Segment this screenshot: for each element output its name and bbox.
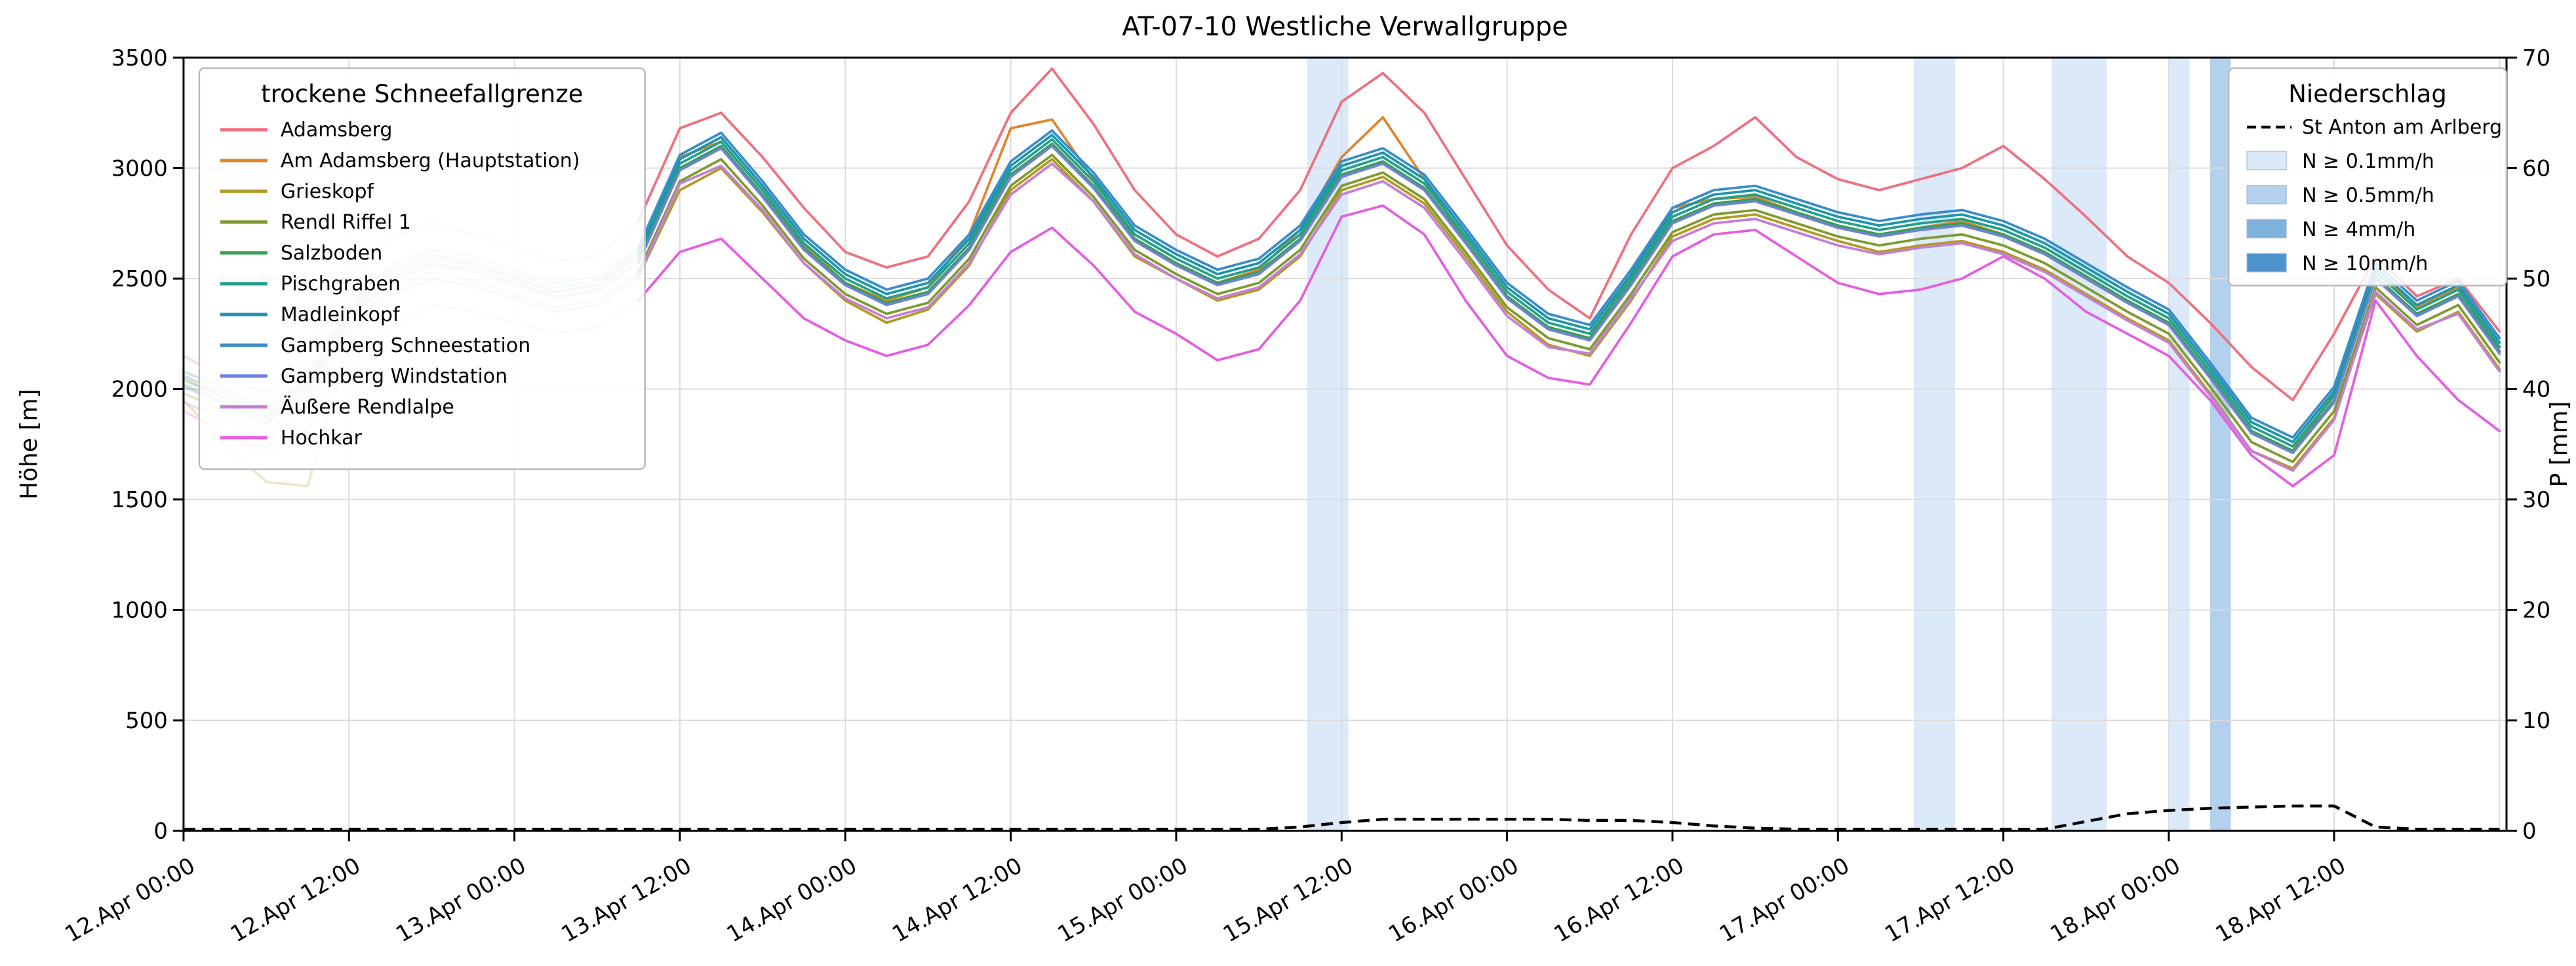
series-line-gampberg-windstation — [637, 144, 2501, 455]
x-tick-label: 17.Apr 00:00 — [1715, 853, 1854, 948]
y-left-tick-label: 1500 — [111, 487, 167, 513]
legend-item-gampberg-windstation: Gampberg Windstation — [281, 365, 507, 388]
x-tick-label: 16.Apr 12:00 — [1550, 853, 1689, 948]
precip-line-layer — [183, 804, 2500, 831]
x-tick-label: 12.Apr 12:00 — [226, 853, 365, 948]
legend-item-äußere-rendlalpe: Äußere Rendlalpe — [281, 395, 454, 419]
series-line-hochkar — [637, 204, 2501, 488]
legend-snowline-box — [198, 67, 646, 471]
precip-band-3 — [2168, 57, 2190, 831]
precip-bands-layer — [1307, 57, 2231, 831]
x-tick-label: 16.Apr 00:00 — [1384, 853, 1523, 948]
series-line-salzboden — [637, 142, 2501, 452]
y-left-tick-label: 1000 — [111, 598, 167, 624]
x-tick-label: 13.Apr 12:00 — [557, 853, 696, 948]
y-left-tick-label: 3000 — [111, 156, 167, 182]
x-tick-label: 12.Apr 00:00 — [61, 853, 200, 948]
precip-band-2 — [2051, 57, 2107, 831]
legend-item-station: St Anton am Arlberg — [2302, 116, 2502, 139]
series-line-pischgraben — [637, 138, 2501, 448]
x-tick-label: 18.Apr 00:00 — [2046, 853, 2185, 948]
x-tick-label: 14.Apr 12:00 — [888, 853, 1027, 948]
x-tick-label: 18.Apr 12:00 — [2211, 853, 2350, 948]
precip-line — [183, 804, 2500, 831]
series-line-äußere-rendlalpe — [637, 162, 2501, 473]
legend-item-adamsberg: Adamsberg — [281, 119, 393, 142]
y-right-tick-label: 50 — [2522, 266, 2550, 292]
legend-precip: Niederschlag St Anton am Arlberg N ≥ 0.1mm… — [2227, 67, 2508, 287]
legend-item-rendl-riffel-1: Rendl Riffel 1 — [281, 211, 411, 234]
legend-snowline: trockene Schneefallgrenze Adamsberg Am Ada… — [198, 67, 646, 471]
legend-swatch-level-0 — [2246, 151, 2287, 170]
legend-precip-title: Niederschlag — [2288, 80, 2447, 108]
y-right-tick-label: 60 — [2522, 156, 2550, 182]
y-left-tick-label: 500 — [125, 708, 168, 734]
legend-swatch-level-1 — [2246, 185, 2287, 204]
series-line-rendl-riffel-1 — [637, 153, 2501, 463]
legend-snowline-title: trockene Schneefallgrenze — [261, 80, 583, 108]
y-left-tick-label: 0 — [153, 819, 168, 845]
legend-item-level-2: N ≥ 4mm/h — [2302, 218, 2415, 241]
y-right-tick-label: 30 — [2522, 487, 2550, 513]
legend-item-grieskopf: Grieskopf — [281, 180, 375, 203]
x-tick-label: 15.Apr 00:00 — [1054, 853, 1193, 948]
y-right-tick-label: 0 — [2522, 819, 2537, 845]
legend-item-am-adamsberg-hauptstation: Am Adamsberg (Hauptstation) — [281, 149, 580, 172]
right-axis-label: P [mm] — [2546, 401, 2573, 487]
chart-title: AT-07-10 Westliche Verwallgruppe — [1122, 12, 1568, 42]
legend-item-salzboden: Salzboden — [281, 242, 382, 265]
legend-item-level-0: N ≥ 0.1mm/h — [2302, 150, 2434, 173]
legend-precip-box — [2227, 67, 2508, 287]
legend-item-madleinkopf: Madleinkopf — [281, 303, 401, 326]
y-right-tick-label: 70 — [2522, 45, 2550, 71]
x-tick-label: 14.Apr 00:00 — [723, 853, 862, 948]
legend-swatch-level-3 — [2246, 253, 2287, 273]
y-right-tick-label: 20 — [2522, 598, 2550, 624]
y-right-tick-label: 10 — [2522, 708, 2550, 734]
y-right-tick-label: 40 — [2522, 377, 2550, 403]
y-left-tick-label: 3500 — [111, 45, 167, 71]
x-tick-label: 13.Apr 00:00 — [391, 853, 530, 948]
series-line-gampberg-schneestation — [637, 129, 2501, 439]
series-line-madleinkopf — [637, 134, 2501, 444]
legend-item-level-1: N ≥ 0.5mm/h — [2302, 184, 2434, 207]
left-axis-label: Höhe [m] — [16, 389, 43, 500]
legend-item-gampberg-schneestation: Gampberg Schneestation — [281, 334, 530, 357]
y-left-tick-label: 2000 — [111, 377, 167, 403]
x-tick-label: 15.Apr 12:00 — [1219, 853, 1358, 948]
precip-band-1 — [1913, 57, 1955, 831]
precip-band-4 — [2209, 57, 2231, 831]
x-tick-label: 17.Apr 12:00 — [1880, 853, 2019, 948]
plot-border — [182, 56, 2508, 832]
y-left-tick-label: 2500 — [111, 266, 167, 292]
legend-item-pischgraben: Pischgraben — [281, 273, 401, 296]
legend-item-level-3: N ≥ 10mm/h — [2302, 252, 2428, 275]
legend-item-hochkar: Hochkar — [281, 427, 363, 450]
legend-swatch-level-2 — [2246, 219, 2287, 239]
series-line-adamsberg — [637, 67, 2501, 402]
